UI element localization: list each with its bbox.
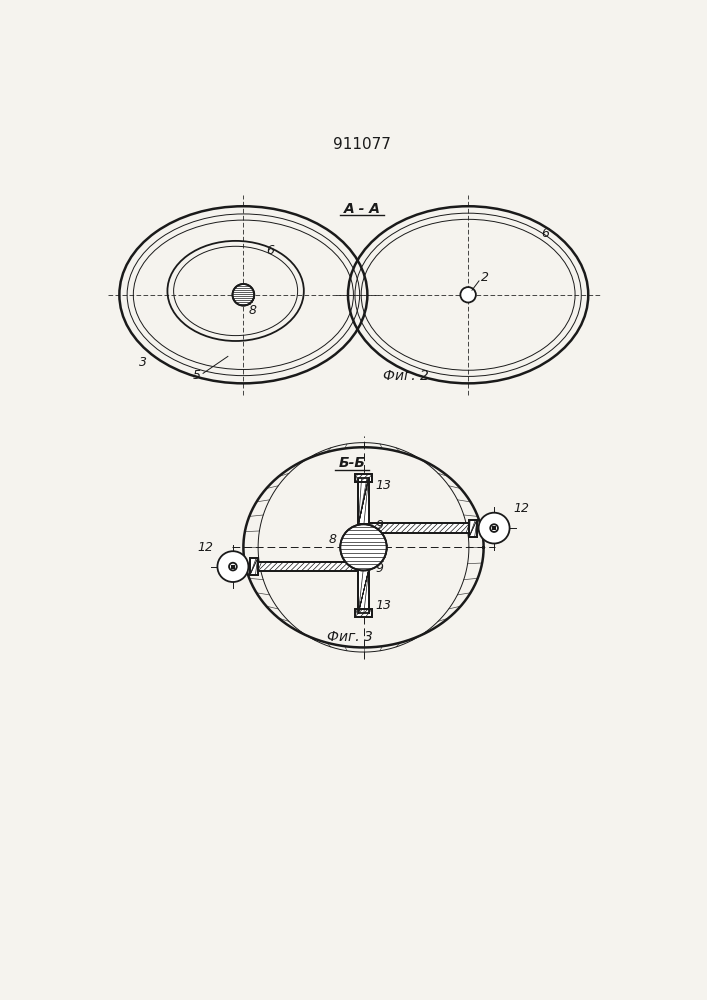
Text: A - A: A - A	[344, 202, 380, 216]
Text: 2: 2	[481, 271, 489, 284]
Bar	[355, 609, 372, 617]
Bar	[469, 520, 477, 537]
Circle shape	[340, 524, 387, 570]
Text: 13: 13	[375, 479, 391, 492]
Bar	[355, 474, 372, 482]
Bar	[469, 520, 477, 537]
Text: 13: 13	[375, 599, 391, 612]
Circle shape	[479, 513, 510, 544]
Bar	[355, 609, 372, 617]
Text: 12: 12	[513, 502, 530, 515]
Bar	[368, 523, 469, 533]
Circle shape	[218, 551, 248, 582]
Circle shape	[490, 524, 498, 532]
Circle shape	[460, 287, 476, 302]
Bar	[368, 523, 469, 533]
Text: 12: 12	[197, 541, 214, 554]
Bar	[258, 562, 358, 571]
Text: Фиг. 3: Фиг. 3	[327, 630, 373, 644]
Text: Б-Б: Б-Б	[339, 456, 366, 470]
Bar	[250, 558, 258, 575]
Bar	[358, 570, 368, 613]
Text: 9: 9	[375, 562, 383, 575]
Bar	[358, 570, 368, 613]
Bar	[231, 565, 235, 569]
Text: 911077: 911077	[333, 137, 391, 152]
Text: 8: 8	[329, 533, 337, 546]
Bar	[492, 526, 496, 530]
Text: 6: 6	[542, 227, 549, 240]
Bar	[258, 562, 358, 571]
Text: Фиг. 2: Фиг. 2	[383, 369, 429, 383]
Text: 8: 8	[249, 304, 257, 317]
Circle shape	[233, 284, 255, 306]
Text: 6: 6	[267, 244, 274, 257]
Circle shape	[229, 563, 237, 570]
Bar	[355, 474, 372, 482]
Bar	[358, 478, 368, 524]
Bar	[250, 558, 258, 575]
Text: 3: 3	[139, 356, 146, 369]
Bar	[358, 478, 368, 524]
Text: 9: 9	[375, 519, 383, 532]
Text: 5: 5	[193, 369, 201, 382]
